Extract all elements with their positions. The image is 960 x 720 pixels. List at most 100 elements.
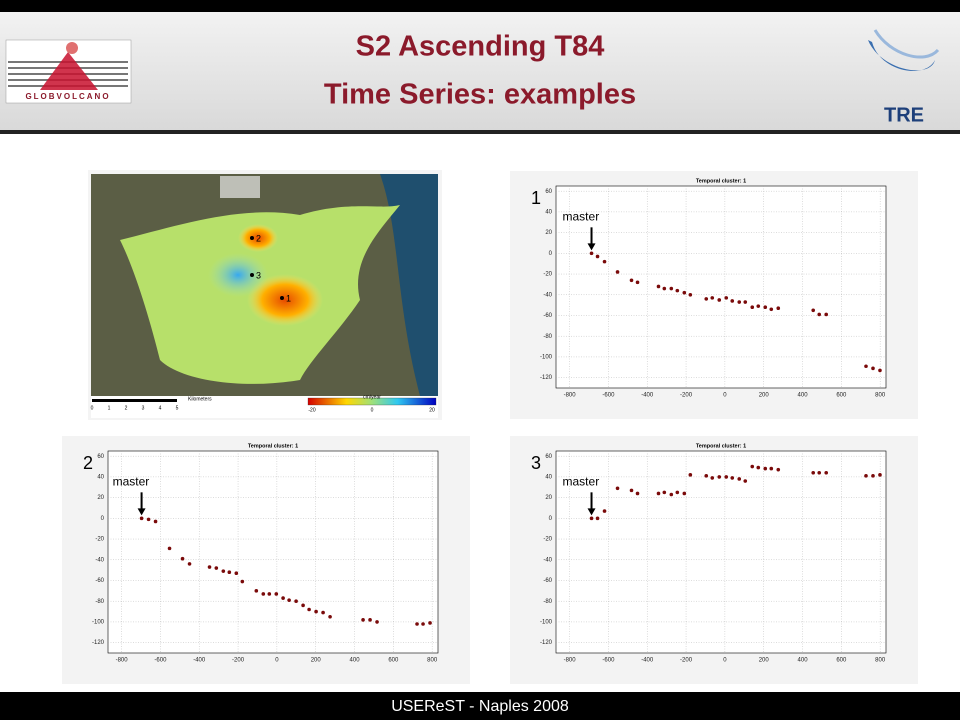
x-tick-label: 600 — [836, 393, 847, 399]
y-tick-label: -60 — [543, 578, 552, 584]
colorbar-tick: 20 — [429, 407, 435, 413]
y-tick-label: -80 — [543, 599, 552, 605]
data-point — [321, 610, 325, 615]
x-tick-label: -600 — [602, 393, 615, 399]
data-point — [415, 622, 419, 626]
y-tick-label: -80 — [543, 334, 552, 340]
arrow-head — [587, 508, 596, 516]
x-tick-label: -400 — [641, 658, 654, 664]
x-tick-label: -400 — [193, 658, 206, 664]
data-point — [878, 473, 882, 477]
y-tick-label: 0 — [549, 251, 553, 257]
y-tick-label: 20 — [545, 495, 552, 501]
x-tick-label: -400 — [641, 393, 654, 399]
data-point — [769, 307, 774, 312]
data-point — [274, 592, 279, 596]
map: 2 3 1 Kilometers 0 1 2 3 4 5 cm/year -20 0 20 — [88, 170, 442, 420]
data-point — [307, 607, 311, 612]
data-point — [704, 474, 709, 478]
map-label: 2 — [256, 233, 261, 243]
y-tick-label: -20 — [543, 272, 552, 278]
x-tick-label: -800 — [564, 393, 577, 399]
scale-tick: 2 — [125, 405, 128, 411]
colorbar-tick: 0 — [371, 407, 374, 413]
chart: Temporal cluster: 1-800 -600 -400 -200 0 200 4… — [510, 436, 918, 684]
x-tick-label: 400 — [798, 393, 809, 399]
annotation: master — [563, 475, 600, 489]
annotation: master — [563, 210, 600, 224]
data-point — [817, 312, 822, 317]
data-point — [240, 579, 245, 584]
x-tick-label: 0 — [275, 658, 279, 664]
y-tick-label: -100 — [540, 620, 553, 626]
scale-tick: 5 — [176, 405, 179, 411]
footer-text: USEReST - Naples 2008 — [391, 698, 569, 715]
data-point — [710, 476, 715, 480]
data-point — [629, 278, 634, 283]
data-point — [824, 470, 829, 475]
scale-tick: 4 — [159, 405, 162, 411]
left-logo: GLOBVOLCANO — [5, 39, 132, 104]
y-tick-label: -20 — [95, 537, 104, 543]
data-point — [878, 368, 882, 373]
data-point — [214, 566, 219, 570]
colorbar-label: cm/year — [363, 394, 381, 400]
y-tick-label: -120 — [540, 640, 553, 646]
panel-label: 1 — [531, 188, 541, 208]
data-point — [817, 470, 822, 475]
data-point — [864, 474, 868, 478]
data-point — [187, 562, 192, 566]
data-point — [717, 298, 722, 302]
x-tick-label: 200 — [759, 393, 770, 399]
scale-tick: 1 — [108, 405, 111, 411]
colorbar-tick: -20 — [308, 407, 315, 413]
y-tick-label: 20 — [97, 495, 104, 501]
data-point — [301, 603, 305, 608]
plot-area — [107, 450, 439, 654]
data-point — [602, 509, 607, 513]
data-point — [261, 592, 266, 596]
y-tick-label: -60 — [543, 313, 552, 319]
data-point — [595, 516, 600, 521]
data-point — [717, 475, 722, 479]
scale-tick: 3 — [142, 405, 145, 411]
data-point — [139, 516, 144, 521]
data-point — [368, 618, 372, 622]
data-point — [743, 300, 748, 304]
x-tick-label: 600 — [388, 658, 399, 664]
data-point — [763, 466, 768, 471]
data-point — [824, 312, 829, 317]
data-point — [294, 599, 298, 604]
data-point — [656, 491, 661, 496]
data-point — [750, 305, 755, 310]
chart-title: Temporal cluster: 1 — [696, 178, 746, 184]
logo-text: TRE — [884, 104, 924, 126]
x-tick-label: 0 — [723, 658, 727, 664]
data-point — [737, 477, 742, 481]
data-point — [207, 565, 212, 569]
data-point — [595, 254, 600, 259]
x-tick-label: 600 — [836, 658, 847, 664]
data-point — [871, 474, 875, 478]
logo-text: GLOBVOLCANO — [25, 92, 110, 101]
data-point — [730, 476, 735, 480]
title-line: Time Series: examples — [324, 79, 636, 111]
data-point — [864, 364, 868, 369]
right-logo: TRE — [868, 29, 940, 126]
data-point — [682, 290, 687, 295]
data-point — [589, 516, 594, 521]
y-tick-label: 40 — [97, 474, 104, 480]
data-point — [146, 517, 151, 522]
footer — [0, 692, 960, 720]
x-tick-label: 400 — [350, 658, 361, 664]
data-point — [662, 490, 667, 495]
x-tick-label: 200 — [311, 658, 322, 664]
x-tick-label: -600 — [602, 658, 615, 664]
y-tick-label: 60 — [97, 454, 104, 460]
top-bar — [0, 0, 960, 12]
data-point — [724, 296, 729, 300]
data-point — [871, 366, 875, 371]
header-rule — [0, 130, 960, 134]
data-point — [743, 479, 748, 483]
